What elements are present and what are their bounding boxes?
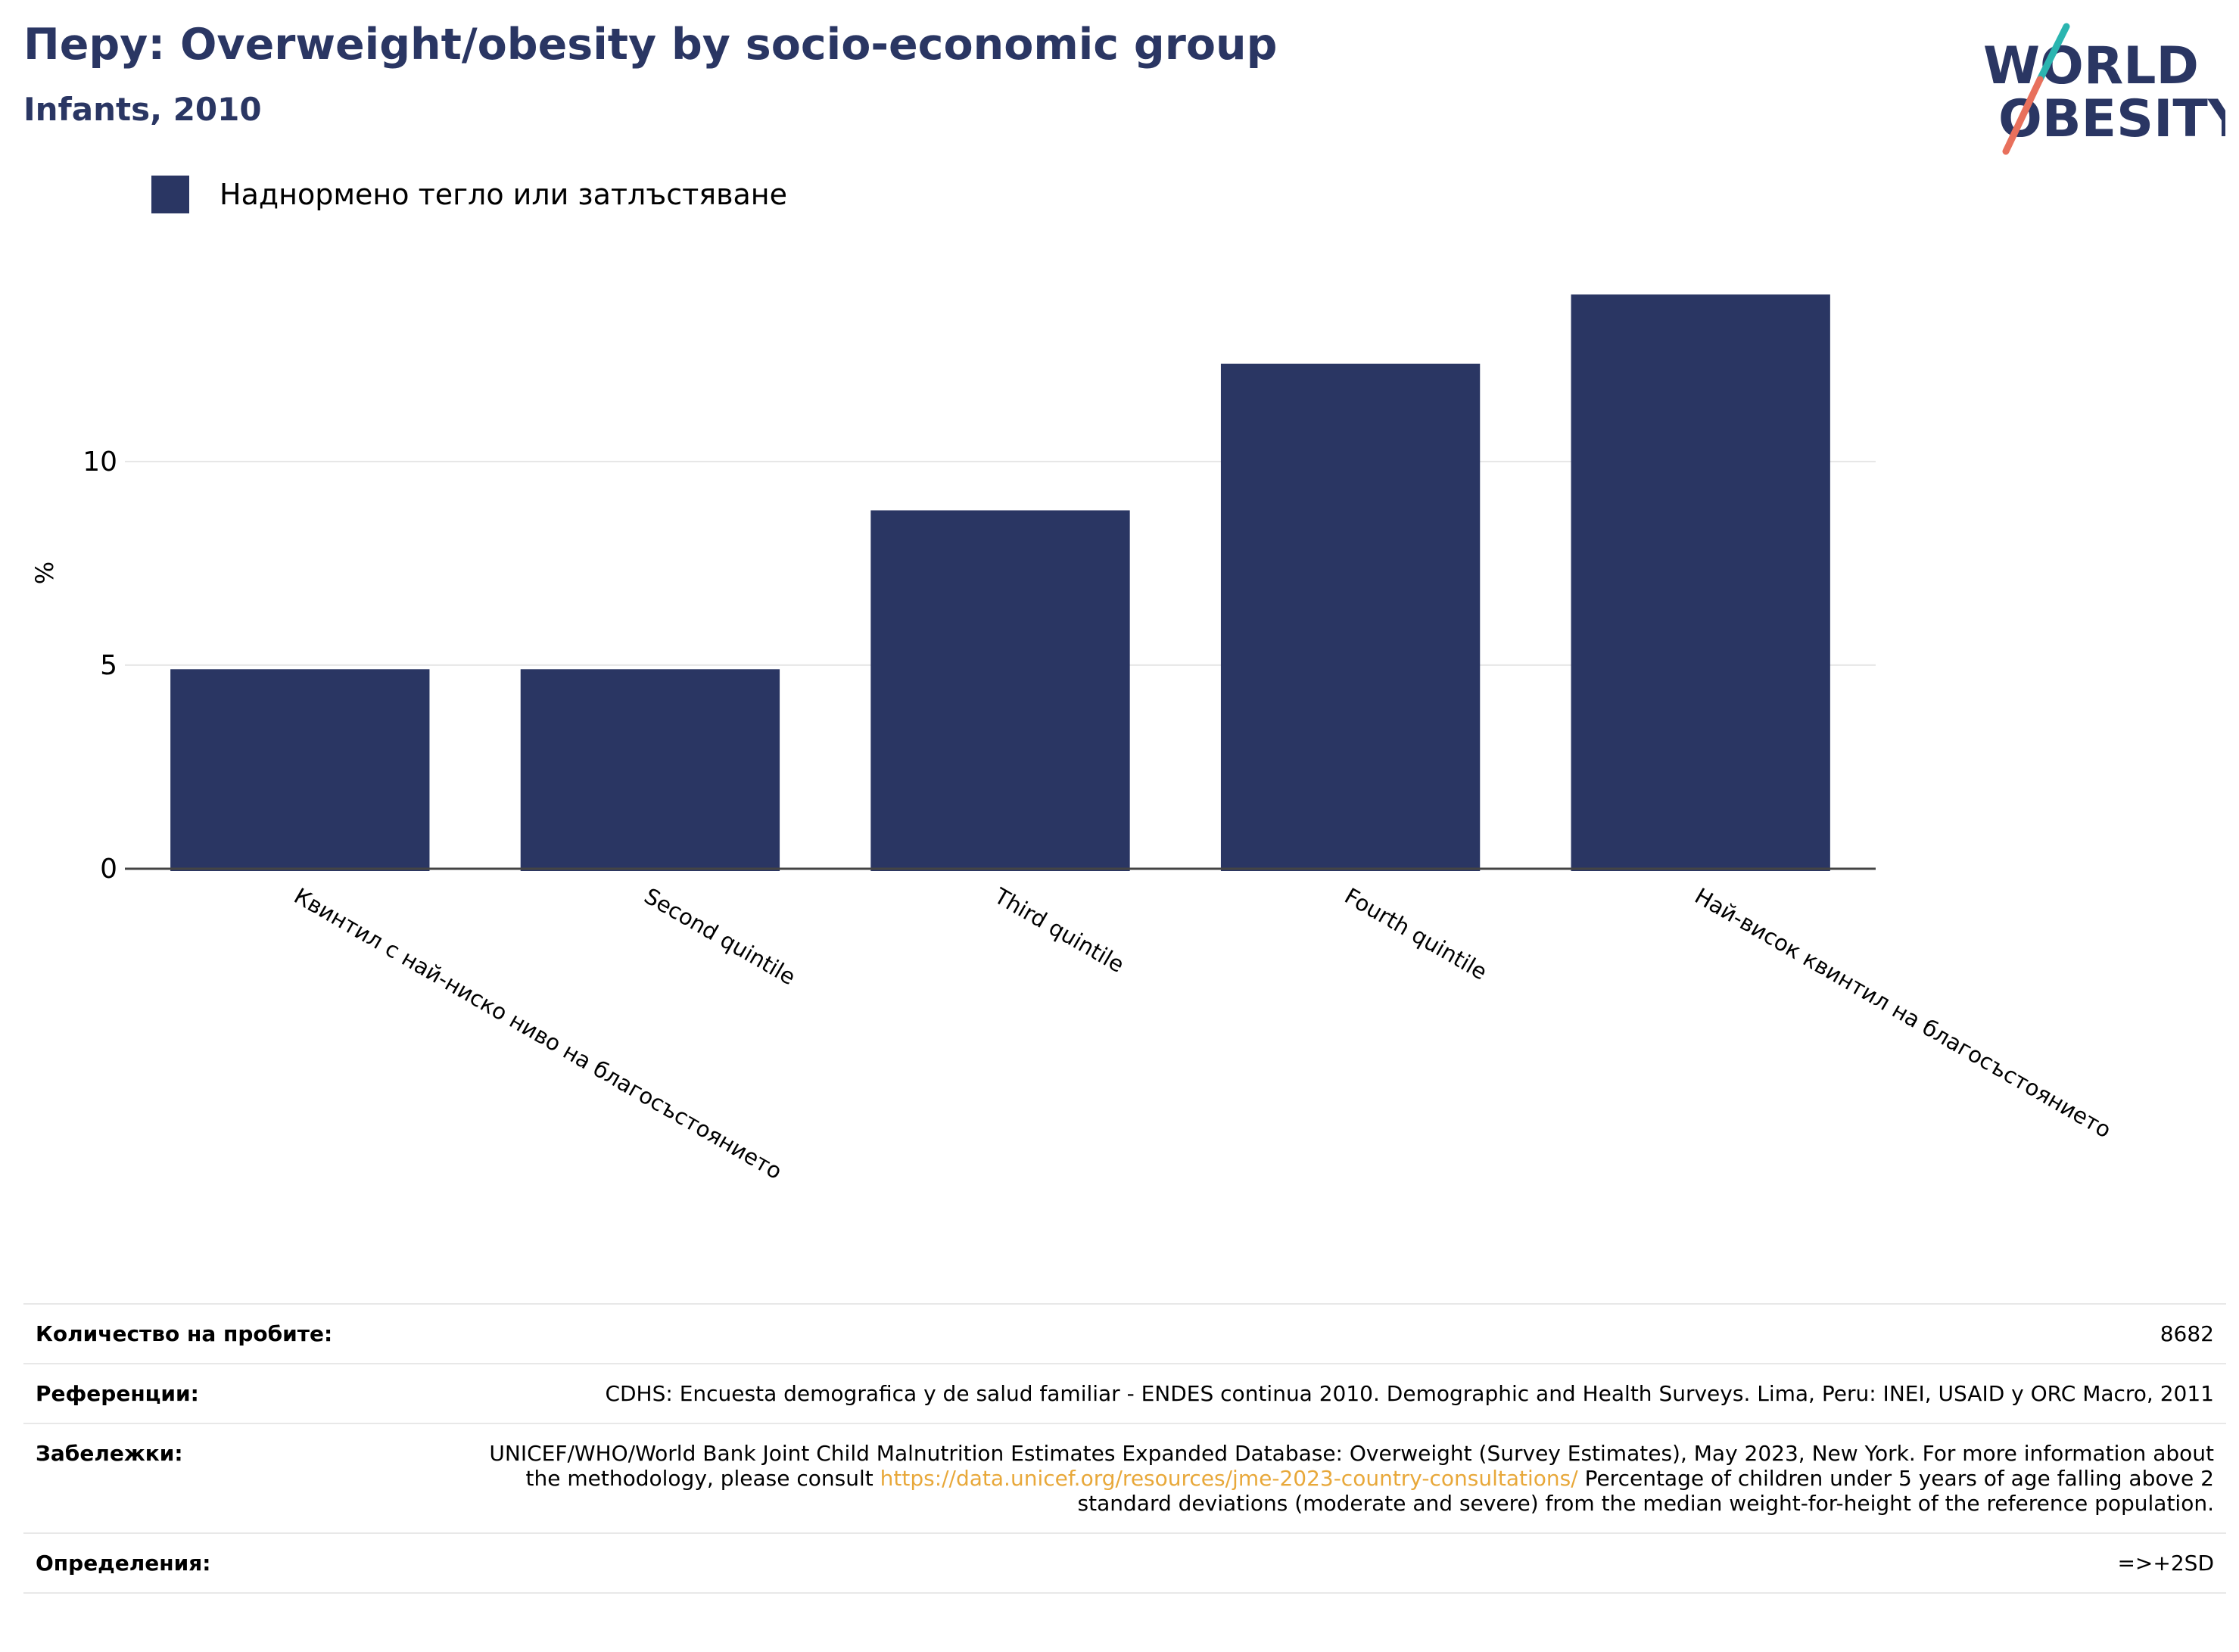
definitions-row: Определения: =>+2SD [23,1532,2226,1594]
y-tick-label: 0 [100,854,117,885]
bar [1220,363,1481,871]
bar [170,669,430,871]
references-value: CDHS: Encuesta demografica y de salud fa… [426,1363,2226,1425]
bars [170,294,1830,871]
legend[interactable]: Наднормено тегло или затлъстяване [151,176,787,213]
definitions-label: Определения: [23,1532,426,1594]
bar [520,669,780,871]
logo-line2: OBESITY [1998,89,2225,149]
logo-slash-bottom [2002,76,2044,155]
definitions-value: =>+2SD [426,1532,2226,1594]
bar [1571,294,1830,871]
legend-swatch [151,176,189,213]
info-table: Количество на пробите: 8682 Референции: … [23,1302,2226,1594]
x-tick-label: Third quintile [989,882,1129,978]
world-obesity-logo: WORLD OBESITY [1983,23,2225,155]
logo-line1: WORLD [1983,36,2199,96]
notes-row: Забележки: UNICEF/WHO/World Bank Joint C… [23,1423,2226,1535]
sample-size-label: Количество на пробите: [23,1302,426,1365]
bar-chart: 0 5 10 Квинтил с най-ниско ниво на благосъ… [30,294,2116,1184]
y-tick-label: 10 [83,446,117,478]
y-axis-label: % [30,562,59,584]
y-axis-ticks: 0 5 10 [83,446,117,885]
notes-text-after: Percentage of children under 5 years of … [1077,1466,2214,1517]
methodology-link[interactable]: https://data.unicef.org/resources/jme-20… [880,1466,1578,1492]
x-tick-label: Fourth quintile [1341,883,1492,985]
y-tick-label: 5 [100,650,117,681]
x-axis-ticks: Квинтил с най-ниско ниво на благосъстоян… [290,882,2116,1184]
logo-slash-top [2036,23,2070,83]
references-label: Референции: [23,1363,426,1425]
notes-label: Забележки: [23,1423,426,1535]
sample-size-value: 8682 [426,1302,2226,1365]
chart-title: Перу: Overweight/obesity by socio-econom… [23,20,1278,70]
legend-label: Наднормено тегло или затлъстяване [220,178,787,211]
notes-value: UNICEF/WHO/World Bank Joint Child Malnut… [426,1423,2226,1535]
notes-text-before: UNICEF/WHO/World Bank Joint Child Malnut… [489,1441,2214,1492]
x-tick-label: Second quintile [640,883,799,991]
bar [870,510,1130,871]
x-tick-label: Най-висок квинтил на благосъстоянието [1690,883,2116,1143]
references-row: Референции: CDHS: Encuesta demografica y… [23,1363,2226,1425]
sample-size-row: Количество на пробите: 8682 [23,1302,2226,1365]
chart-subtitle: Infants, 2010 [23,91,262,128]
